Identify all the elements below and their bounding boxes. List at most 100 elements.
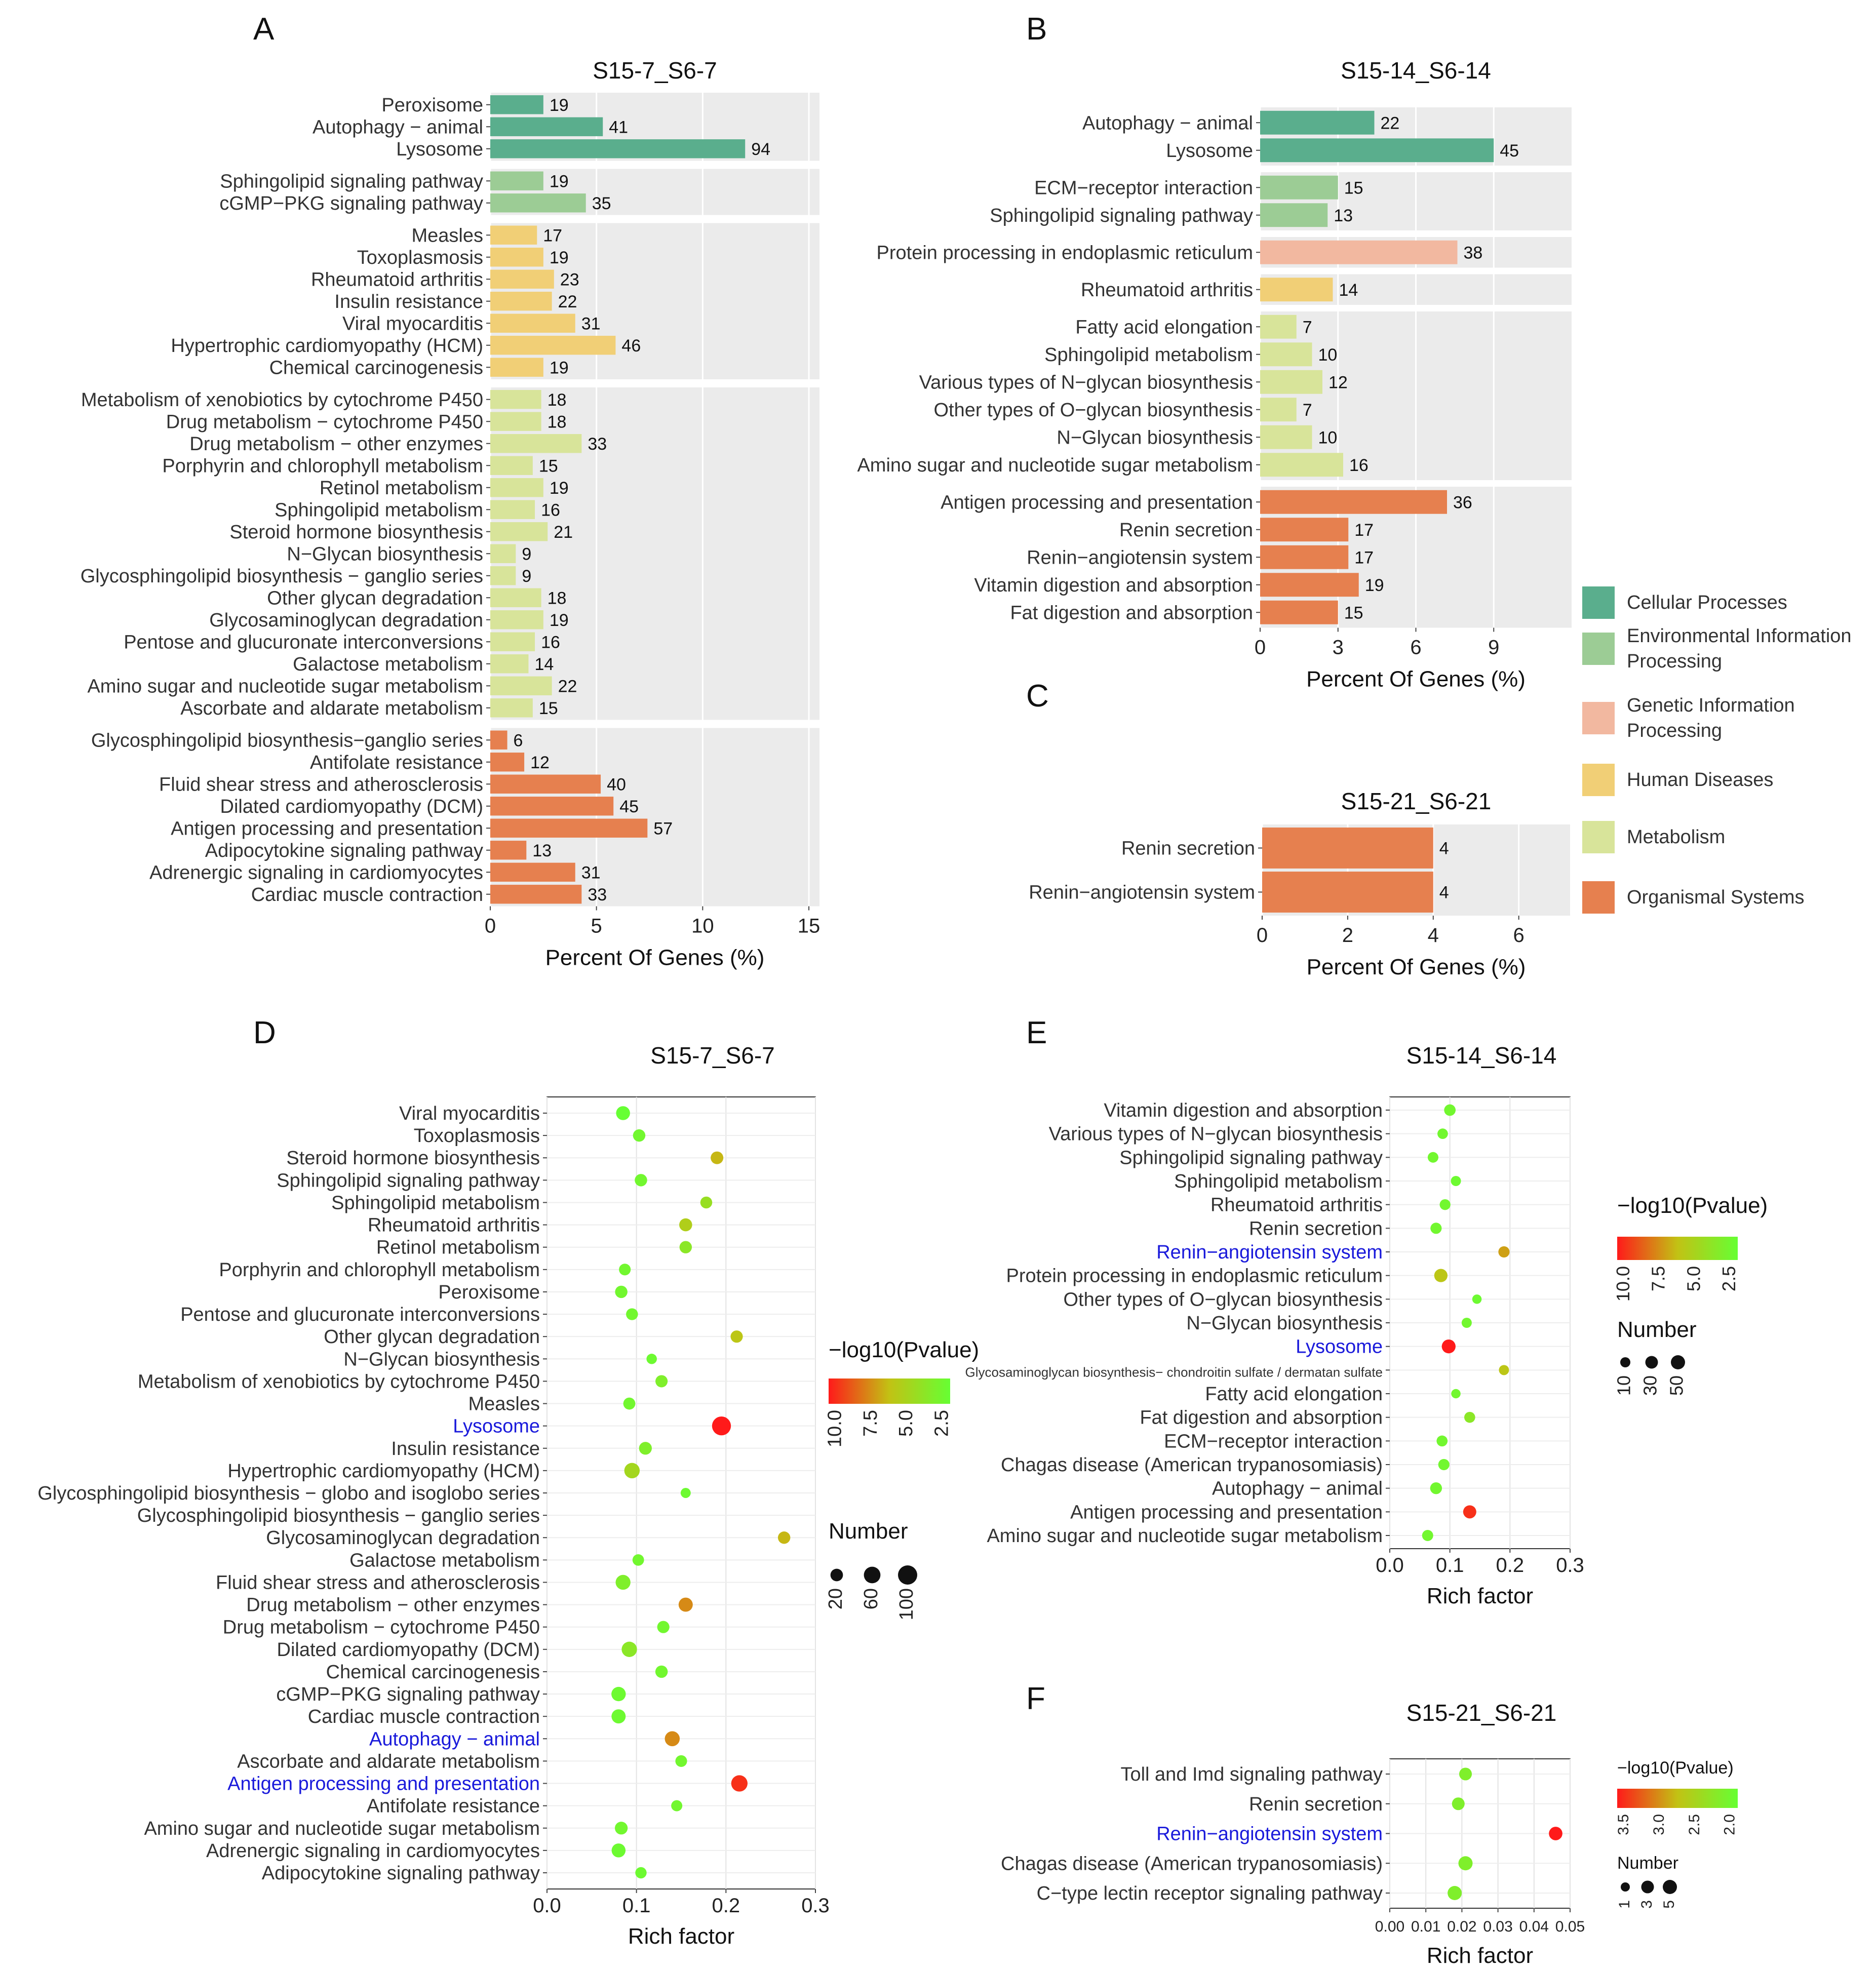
facet-organismal-systems: 6 Glycosphingolipid biosynthesis−ganglio … [91, 728, 819, 907]
pathway-label: Drug metabolism − cytochrome P450 [223, 1617, 540, 1638]
number-legend: Number 20 60 100 [825, 1519, 917, 1620]
data-point [1549, 1827, 1562, 1840]
x-tick-label: 0.2 [1496, 1554, 1525, 1577]
bar [490, 841, 527, 860]
bar-value-label: 33 [588, 885, 607, 904]
bar-value-label: 38 [1464, 243, 1483, 262]
pathway-label: Porphyrin and chlorophyll metabolism [219, 1259, 540, 1281]
pvalue-legend-title: −log10(Pvalue) [829, 1337, 979, 1362]
bar-value-label: 15 [539, 456, 558, 476]
pvalue-legend-tick: 10.0 [1613, 1266, 1633, 1302]
data-point [678, 1597, 693, 1612]
bar-value-label: 14 [534, 655, 554, 674]
pvalue-legend-tick: 7.5 [1648, 1266, 1669, 1291]
category-label: Amino sugar and nucleotide sugar metabol… [857, 455, 1253, 476]
x-axis-title: Rich factor [1427, 1584, 1533, 1608]
category-label: Renin secretion [1121, 838, 1255, 859]
panel-letter-b: B [1026, 12, 1047, 47]
category-label: Glycosphingolipid biosynthesis−ganglio s… [91, 730, 483, 751]
data-point [635, 1174, 647, 1187]
bar-value-label: 18 [548, 390, 567, 410]
bar [1260, 203, 1328, 227]
x-tick-label: 5 [591, 915, 602, 937]
data-point [646, 1354, 657, 1364]
panel-letter-a: A [253, 12, 275, 47]
data-point [639, 1442, 652, 1455]
bar-value-label: 16 [541, 500, 560, 520]
pathway-label: Renin secretion [1249, 1218, 1383, 1239]
pathway-label: Toxoplasmosis [414, 1125, 540, 1147]
pvalue-legend-tick: 7.5 [860, 1410, 881, 1437]
bar-value-label: 13 [1334, 206, 1353, 225]
category-label: Retinol metabolism [320, 478, 483, 499]
legend-label: Organismal Systems [1627, 887, 1805, 908]
bar-value-label: 19 [550, 172, 569, 191]
category-label: Ascorbate and aldarate metabolism [180, 698, 483, 719]
bar [490, 358, 543, 377]
pvalue-legend-title: −log10(Pvalue) [1617, 1193, 1768, 1218]
bar-value-label: 9 [522, 544, 531, 564]
data-point [1451, 1176, 1461, 1186]
category-label: Amino sugar and nucleotide sugar metabol… [87, 676, 483, 697]
bar-value-label: 41 [609, 117, 628, 137]
number-legend: Number 1 3 5 [1616, 1854, 1678, 1909]
bar [490, 269, 554, 289]
bar-chart-c: S15-21_S6-21 4 Renin secretion 4 Renin−angio… [1029, 788, 1570, 979]
bar [1260, 490, 1447, 514]
data-point [1430, 1223, 1442, 1234]
legend-item-human-diseases: Human Diseases [1582, 764, 1773, 796]
panel-letter-e: E [1026, 1015, 1047, 1050]
data-point [655, 1665, 668, 1678]
data-point [1458, 1856, 1473, 1871]
pathway-label: Hypertrophic cardiomyopathy (HCM) [227, 1461, 540, 1482]
bar-value-label: 17 [1354, 548, 1374, 567]
bar [490, 336, 616, 355]
pathway-label: Measles [468, 1394, 540, 1415]
legend-item-cellular-processes: Cellular Processes [1582, 586, 1787, 619]
data-point [1472, 1294, 1482, 1304]
bar [490, 292, 552, 311]
data-point [624, 1463, 640, 1479]
bar [1262, 872, 1433, 913]
category-legend: Cellular Processes Environmental Informat… [1582, 586, 1852, 914]
pvalue-legend-tick: 5.0 [895, 1410, 917, 1437]
bar-value-label: 9 [522, 567, 531, 586]
pathway-label: Various types of N−glycan biosynthesis [1049, 1124, 1383, 1145]
facet-environmental-information-processing: 15 ECM−receptor interaction 13 Sphingolipid… [990, 172, 1572, 230]
x-tick-label: 3 [1333, 637, 1344, 659]
category-label: Metabolism of xenobiotics by cytochrome … [81, 389, 483, 411]
bar-value-label: 31 [581, 863, 601, 882]
x-tick-label: 2 [1342, 924, 1353, 947]
pvalue-legend-tick: 3.0 [1651, 1814, 1667, 1835]
pathway-label: C−type lectin receptor signaling pathway [1037, 1883, 1383, 1904]
category-label: Renin−angiotensin system [1029, 882, 1255, 903]
bar [490, 193, 586, 213]
pathway-label: N−Glycan biosynthesis [1186, 1313, 1383, 1334]
pathway-label: cGMP−PKG signaling pathway [276, 1684, 540, 1705]
data-point [619, 1264, 631, 1276]
pathway-label: Amino sugar and nucleotide sugar metabol… [144, 1818, 540, 1839]
data-point [1437, 1128, 1448, 1139]
bar-value-label: 16 [1349, 456, 1369, 475]
data-point [671, 1800, 683, 1812]
bar [1262, 828, 1433, 869]
pathway-label: Viral myocarditis [399, 1103, 540, 1124]
pathway-label: Insulin resistance [391, 1438, 540, 1460]
bar-value-label: 23 [560, 270, 579, 289]
pathway-label: Chemical carcinogenesis [326, 1662, 540, 1683]
bar-value-label: 13 [532, 841, 552, 860]
x-tick-label: 0 [485, 915, 496, 937]
x-axis-title: Rich factor [1427, 1943, 1533, 1968]
pathway-label: Fat digestion and absorption [1140, 1407, 1383, 1429]
bar-value-label: 17 [1354, 521, 1374, 540]
category-label: Other types of O−glycan biosynthesis [934, 400, 1254, 421]
data-point [1441, 1340, 1456, 1354]
bar-value-label: 46 [621, 336, 641, 356]
pvalue-legend-tick: 2.5 [1718, 1266, 1739, 1291]
bar-value-label: 16 [541, 633, 560, 652]
pathway-label: Glycosphingolipid biosynthesis − ganglio… [137, 1505, 540, 1526]
number-legend-tick: 1 [1616, 1900, 1633, 1909]
category-label: Insulin resistance [334, 291, 483, 312]
pathway-label: Adipocytokine signaling pathway [262, 1863, 540, 1884]
bar [1260, 342, 1312, 367]
